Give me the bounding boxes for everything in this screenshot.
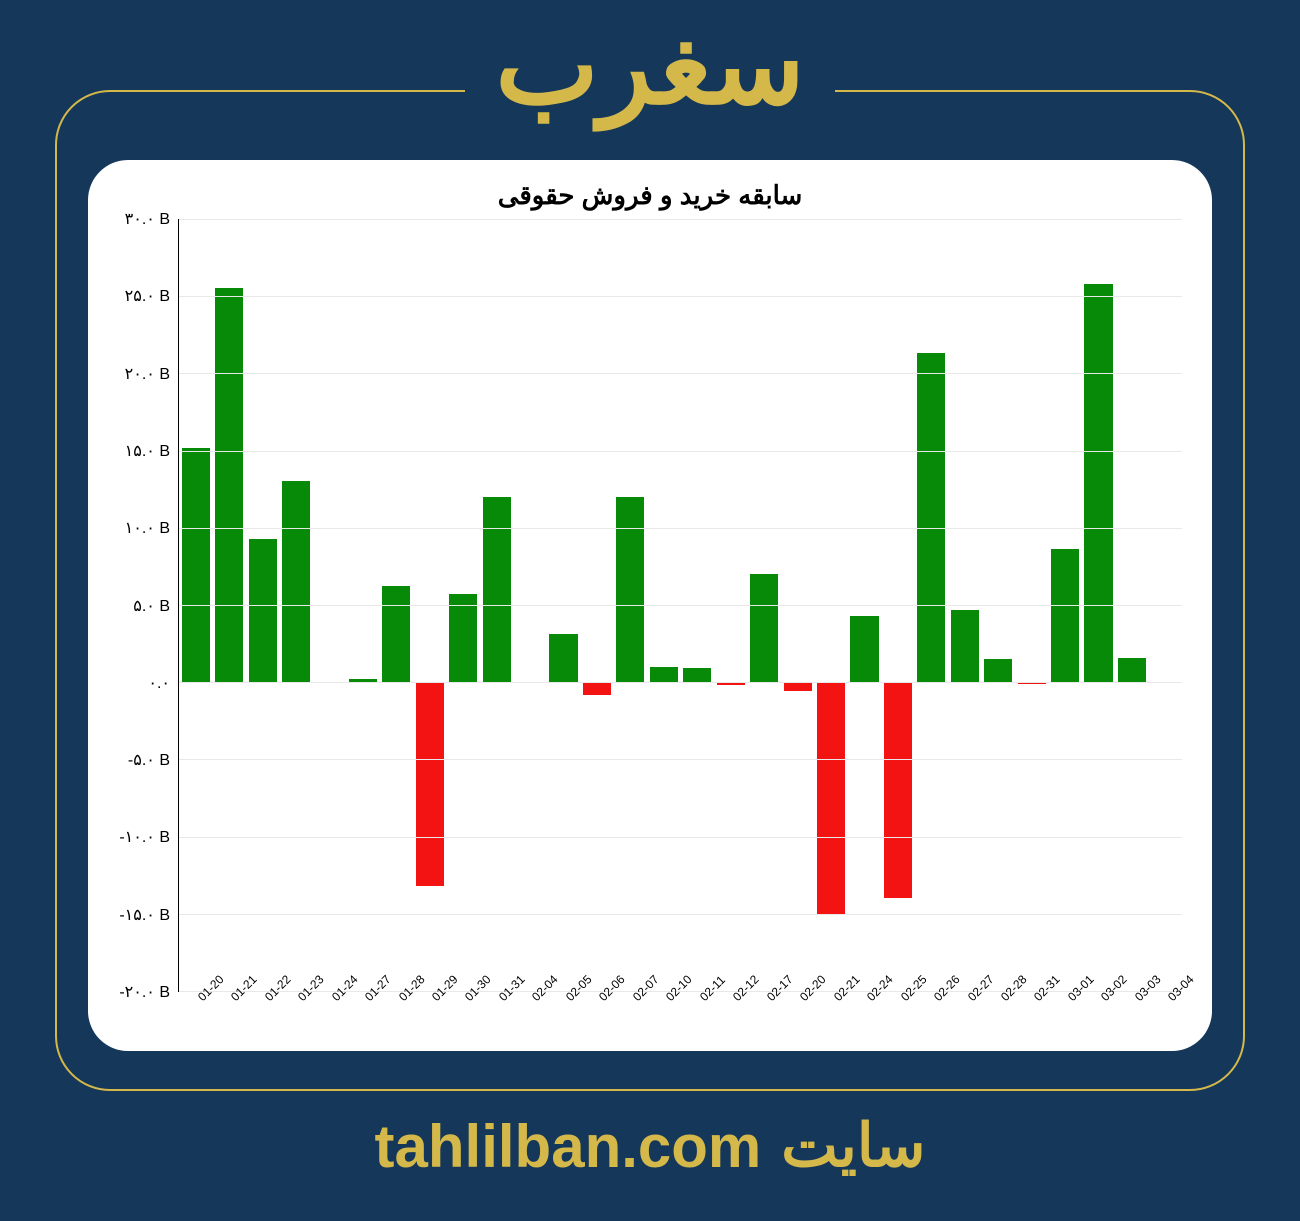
gridline [179,605,1182,606]
x-tick: 02-27 [948,992,981,1024]
x-tick: 02-17 [747,992,780,1024]
x-tick: 01-23 [278,992,311,1024]
x-tick: 02-06 [580,992,613,1024]
gridline [179,914,1182,915]
bar [549,634,577,682]
y-tick-label: ٠.٠ [148,673,170,693]
y-tick-label: ١٠.٠ B [125,518,170,538]
y-axis: ٣٠.٠ B٢۵.٠ B٢٠.٠ B١۵.٠ B١٠.٠ B۵.٠ B٠.٠-۵… [108,219,178,992]
x-tick: 03-01 [1048,992,1081,1024]
bar [449,594,477,682]
bar [382,586,410,682]
gridline [179,219,1182,220]
bar [1118,658,1146,683]
x-tick: 02-20 [780,992,813,1024]
x-tick: 01-30 [446,992,479,1024]
stock-ticker: سغرب [465,0,834,132]
x-tick: 01-22 [245,992,278,1024]
bar [750,574,778,682]
x-tick: 01-31 [479,992,512,1024]
bar [583,682,611,694]
x-tick: 02-24 [847,992,880,1024]
x-tick: 01-24 [312,992,345,1024]
x-tick: 03-04 [1149,992,1182,1024]
chart-card: سابقه خرید و فروش حقوقی ٣٠.٠ B ٢۵.٠ B ٢٠.٠… [88,160,1212,1051]
x-tick: 02-28 [981,992,1014,1024]
bar [1051,549,1079,682]
x-tick: 02-12 [714,992,747,1024]
x-tick: 02-07 [613,992,646,1024]
bar [817,682,845,914]
bar [616,497,644,682]
y-tick-label: -١۵.٠ B [119,905,170,925]
x-tick: 01-29 [412,992,445,1024]
x-axis: 01-2001-2101-2201-2301-2401-2701-2801-29… [178,992,1182,1024]
gridline [179,682,1182,683]
y-tick-label: ١۵.٠ B [125,441,170,461]
x-tick: 02-21 [814,992,847,1024]
bar [850,616,878,682]
bar [650,667,678,682]
site-label: سایت [781,1111,925,1181]
x-tick: 01-27 [345,992,378,1024]
y-tick-label: ٢۵.٠ B [125,286,170,306]
bar [182,448,210,683]
y-tick-label: ٢٠.٠ B [125,364,170,384]
y-tick-label: -٢٠.٠ B [119,982,170,1002]
gridline [179,759,1182,760]
site-url: tahlilban.com [375,1112,762,1181]
bar [416,682,444,886]
y-tick-label: ٣٠.٠ B [125,209,170,229]
chart-area: ٣٠.٠ B٢۵.٠ B٢٠.٠ B١۵.٠ B١٠.٠ B۵.٠ B٠.٠-۵… [108,219,1192,1024]
x-tick: 02-11 [680,992,713,1024]
y-tick-label: ۵.٠ B [133,596,170,616]
x-tick: 02-04 [513,992,546,1024]
x-tick: 01-28 [379,992,412,1024]
bar [1084,284,1112,682]
header: سغرب [0,0,1300,180]
bar [784,682,812,691]
gridline [179,373,1182,374]
bar [984,659,1012,682]
chart-title: سابقه خرید و فروش حقوقی [108,180,1192,211]
bar [884,682,912,898]
bar [917,353,945,682]
gridline [179,528,1182,529]
x-tick: 02-05 [546,992,579,1024]
footer: tahlilban.com سایت [0,1071,1300,1221]
y-tick-label: -۵.٠ B [128,750,170,770]
bar [249,539,277,683]
x-tick: 01-21 [211,992,244,1024]
chart-plot [178,219,1182,992]
x-tick: 02-25 [881,992,914,1024]
x-tick: 02-10 [647,992,680,1024]
x-tick: 03-02 [1082,992,1115,1024]
gridline [179,451,1182,452]
x-tick: 01-20 [178,992,211,1024]
bar [215,288,243,682]
gridline [179,296,1182,297]
bar [483,497,511,682]
bar [951,610,979,683]
gridline [179,837,1182,838]
x-tick: 03-03 [1115,992,1148,1024]
bar [683,668,711,682]
bar [282,481,310,682]
x-tick: 02-31 [1015,992,1048,1024]
y-tick-label: -١٠.٠ B [119,827,170,847]
x-tick: 02-26 [914,992,947,1024]
